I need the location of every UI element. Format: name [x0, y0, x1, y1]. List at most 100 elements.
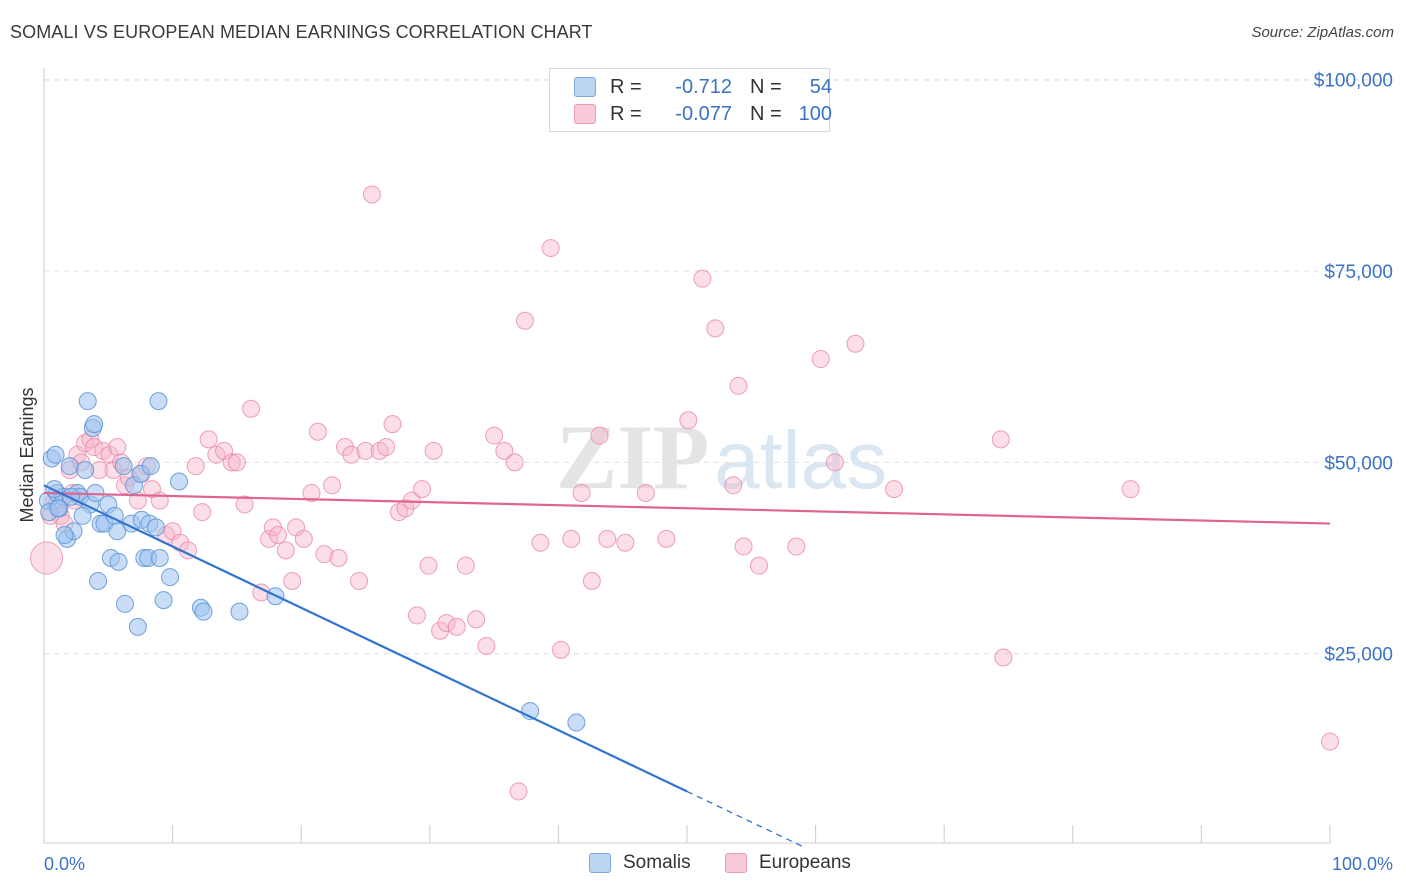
somalis-point — [230, 602, 249, 621]
somalis-point — [170, 472, 189, 491]
europeans-point — [424, 441, 443, 460]
europeans-point — [994, 648, 1013, 667]
europeans-point — [235, 495, 254, 514]
legend-r-value: -0.077 — [675, 102, 732, 125]
gridlines — [44, 79, 1392, 655]
europeans-point — [572, 483, 591, 502]
chart-title: SOMALI VS EUROPEAN MEDIAN EARNINGS CORRE… — [10, 22, 593, 42]
europeans-point — [1321, 732, 1339, 751]
europeans-point — [582, 571, 601, 590]
europeans-point — [616, 533, 635, 552]
europeans-point — [419, 556, 438, 575]
europeans-point — [323, 476, 342, 495]
x-tick-label-min: 0.0% — [44, 854, 85, 874]
europeans-point — [342, 445, 361, 464]
legend-n-value: 54 — [809, 75, 832, 98]
europeans-trend-line — [43, 491, 1331, 525]
legend-r-value: -0.712 — [675, 75, 732, 98]
europeans-point — [787, 537, 806, 556]
europeans-point — [679, 411, 698, 430]
europeans-point — [431, 621, 450, 640]
somalis-point — [116, 594, 135, 613]
europeans-point — [396, 499, 415, 518]
europeans-point — [636, 483, 655, 502]
correlation-legend: R = -0.712 N = 54 R = -0.077 N = 100 — [549, 68, 832, 132]
europeans-point — [362, 185, 381, 204]
europeans-point — [693, 269, 712, 288]
y-tick-label: $50,000 — [1324, 453, 1393, 474]
europeans-point — [846, 334, 865, 353]
europeans-point — [315, 545, 334, 564]
europeans-point — [294, 529, 313, 548]
somalis-point — [567, 713, 586, 732]
somalis-point — [149, 392, 168, 411]
europeans-point — [227, 453, 246, 472]
somalis-point — [128, 617, 147, 636]
x-tick-label-max: 100.0% — [1332, 854, 1393, 874]
somalis-trend-line — [43, 484, 688, 793]
somalis-point — [194, 602, 213, 621]
europeans-point — [308, 422, 327, 441]
europeans-point — [734, 537, 753, 556]
legend-r-label: R = — [610, 102, 642, 125]
europeans-point — [222, 453, 241, 472]
europeans-point — [531, 533, 550, 552]
europeans-point — [335, 438, 354, 457]
trend-lines — [43, 484, 1331, 848]
somalis-point — [62, 487, 81, 506]
europeans-point — [706, 319, 725, 338]
somalis-point — [60, 457, 79, 476]
europeans-point — [30, 541, 64, 575]
somalis-point — [85, 415, 104, 434]
series-legend: Somalis Europeans — [0, 852, 1406, 878]
europeans-point — [729, 376, 748, 395]
somalis-point — [154, 591, 173, 610]
europeans-point — [447, 617, 466, 636]
somalis-trend-extension — [686, 790, 804, 848]
europeans-point — [1121, 480, 1140, 499]
europeans-point — [598, 529, 617, 548]
europeans-point — [825, 453, 844, 472]
europeans-point — [383, 415, 402, 434]
legend-item-somalis[interactable]: Somalis — [589, 852, 691, 874]
europeans-point — [541, 239, 560, 258]
europeans-point — [505, 453, 524, 472]
legend-r-label: R = — [610, 75, 642, 98]
europeans-point — [302, 483, 321, 502]
legend-europeans-label: Europeans — [759, 852, 851, 873]
europeans-point — [407, 606, 426, 625]
europeans-point — [456, 556, 475, 575]
europeans-point — [657, 529, 676, 548]
y-tick-label: $100,000 — [1314, 71, 1393, 92]
somalis-point — [89, 571, 108, 590]
somalis-point — [161, 568, 180, 587]
somalis-point — [49, 499, 68, 518]
europeans-point — [85, 438, 104, 457]
somalis-point — [46, 445, 65, 464]
source-label: Source: ZipAtlas.com — [1251, 24, 1394, 41]
europeans-point — [242, 399, 261, 418]
somalis-point — [78, 392, 97, 411]
europeans-point — [495, 441, 514, 460]
europeans-point — [260, 529, 279, 548]
legend-row-somalis: R = -0.712 N = 54 — [574, 74, 832, 100]
y-tick-label: $25,000 — [1324, 645, 1393, 666]
europeans-point — [750, 556, 769, 575]
somalis-swatch — [589, 853, 611, 873]
europeans-point — [551, 640, 570, 659]
europeans-point — [269, 526, 288, 545]
legend-n-label: N = — [750, 75, 782, 98]
europeans-point — [108, 438, 127, 457]
europeans-point — [477, 637, 496, 656]
somalis-point — [141, 457, 160, 476]
europeans-point — [329, 549, 348, 568]
somalis-point — [146, 518, 165, 537]
y-axis-label: Median Earnings — [17, 387, 37, 522]
europeans-point — [413, 480, 432, 499]
legend-item-europeans[interactable]: Europeans — [725, 852, 851, 874]
europeans-point — [562, 529, 581, 548]
europeans-point — [437, 614, 456, 633]
europeans-point — [724, 476, 743, 495]
europeans-point — [356, 441, 375, 460]
europeans-point — [590, 426, 609, 445]
